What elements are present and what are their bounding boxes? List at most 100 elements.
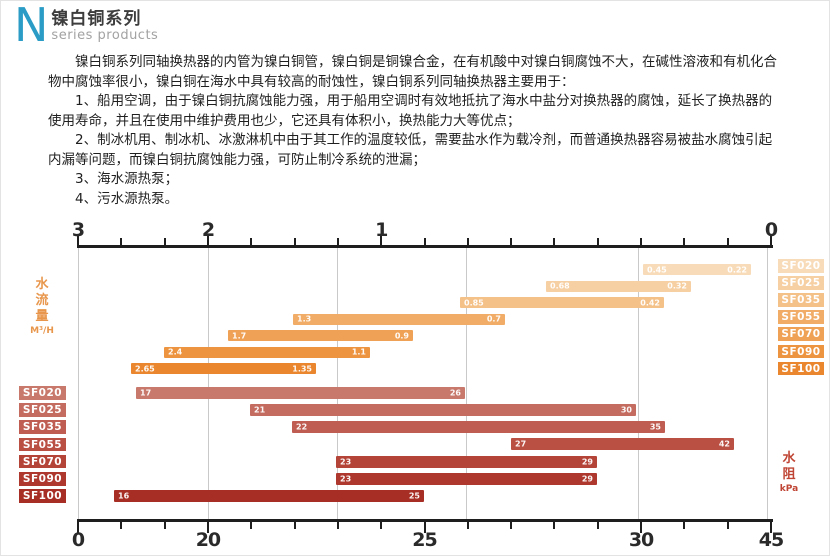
- chart-gridline: [78, 248, 79, 519]
- model-label-left-SF090: SF090: [19, 472, 66, 486]
- top-axis-label-2: 2: [201, 219, 215, 241]
- top-axis-tick: [553, 238, 556, 245]
- pressure-bar-SF035: 22 35: [292, 421, 665, 434]
- bottom-axis-tick: [510, 522, 513, 529]
- top-axis-tick: [770, 234, 772, 245]
- top-axis-tick: [640, 238, 643, 245]
- flow-bar-SF025: 0.68 0.32: [546, 280, 691, 292]
- bottom-axis-tick: [293, 522, 296, 529]
- pressure-bar-value-left: 22: [296, 422, 308, 432]
- flow-bar-value-left: 1.3: [297, 314, 312, 324]
- top-axis-tick: [423, 238, 426, 245]
- flow-bar-value-left: 0.68: [550, 281, 570, 291]
- bottom-axis-tick: [250, 522, 253, 529]
- pressure-bar-SF020: 17 26: [136, 387, 465, 399]
- pressure-bar-SF090: 23 29: [336, 472, 597, 485]
- model-label-left-SF055: SF055: [19, 437, 66, 452]
- pressure-bar-SF070: 23 29: [336, 455, 597, 468]
- intro-paragraph-3: 2、制冰机用、制冰机、冰激淋机中由于其工作的温度较低，需要盐水作为载冷剂，而普通…: [48, 132, 773, 168]
- right-axis-caption-char: 阻: [782, 467, 796, 482]
- model-label-right-SF090: SF090: [778, 344, 824, 358]
- header-titles: 镍白铜系列 series products: [51, 6, 158, 43]
- model-label-left-SF100: SF100: [19, 489, 66, 503]
- pressure-bar-value-right: 35: [649, 422, 661, 432]
- top-axis-tick: [466, 238, 469, 245]
- top-axis-tick: [596, 238, 599, 245]
- flow-bar-value-left: 0.85: [464, 298, 484, 307]
- intro-paragraph-1: 镍白铜系列同轴换热器的内管为镍白铜管，镍白铜是铜镍合金，在有机酸中对镍白铜腐蚀不…: [48, 54, 777, 90]
- top-axis-tick: [163, 238, 166, 245]
- flow-bar-value-right: 0.42: [640, 298, 660, 307]
- bottom-axis-tick: [553, 522, 556, 529]
- flow-bar-SF055: 1.3 0.7: [293, 313, 505, 325]
- bottom-axis-tick: [336, 522, 339, 529]
- right-axis-caption-unit: kPa: [779, 484, 799, 494]
- top-axis-tick: [250, 238, 253, 245]
- pressure-bar-value-right: 29: [581, 474, 593, 484]
- bottom-axis-label-45: 45: [758, 529, 784, 551]
- model-label-left-SF070: SF070: [19, 454, 66, 469]
- top-axis-tick: [380, 234, 383, 245]
- top-axis-tick: [510, 238, 513, 245]
- flow-bar-value-left: 2.4: [168, 347, 183, 357]
- top-axis-tick: [120, 238, 123, 245]
- top-axis-label-0: 0: [764, 219, 778, 241]
- bottom-axis-tick: [683, 522, 686, 529]
- pressure-bar-value-right: 29: [581, 457, 593, 467]
- flow-bar-value-left: 2.65: [135, 364, 155, 373]
- flow-bar-value-right: 0.22: [727, 265, 747, 274]
- bottom-axis-tick: [380, 522, 383, 529]
- brand-logo-n: N: [14, 0, 49, 52]
- pressure-bar-value-right: 42: [718, 439, 730, 449]
- bottom-axis-tick: [423, 522, 426, 533]
- left-axis-caption: 水流量 M³/H: [25, 277, 59, 336]
- top-axis-line: [77, 245, 773, 248]
- pressure-bar-value-left: 23: [340, 457, 352, 467]
- model-label-right-SF070: SF070: [778, 327, 824, 341]
- chart-gridline: [638, 248, 639, 519]
- flow-bar-SF035: 0.85 0.42: [460, 297, 664, 308]
- chart-gridline: [767, 248, 768, 519]
- top-axis-tick: [336, 238, 339, 245]
- bottom-axis-label-0: 0: [71, 529, 85, 551]
- chart-gridline: [337, 248, 338, 519]
- flow-bar-SF020: 0.45 0.22: [643, 264, 751, 275]
- top-axis-tick: [683, 238, 686, 245]
- flow-bar-SF070: 1.7 0.9: [228, 330, 413, 341]
- left-axis-caption-unit: M³/H: [30, 326, 54, 336]
- chart-gridline: [208, 248, 209, 519]
- pressure-bar-SF055: 27 42: [511, 438, 734, 451]
- flow-bar-value-right: 0.9: [394, 331, 409, 340]
- pressure-bar-value-left: 17: [140, 388, 152, 398]
- bottom-axis-tick: [77, 522, 79, 533]
- pressure-bar-value-right: 26: [449, 388, 461, 398]
- bottom-axis-tick: [726, 522, 729, 529]
- header: N 镍白铜系列 series products: [1, 1, 829, 48]
- page-subtitle: series products: [51, 28, 159, 43]
- pressure-bar-value-left: 23: [340, 474, 352, 484]
- intro-paragraph-2: 1、船用空调，由于镍白铜抗腐蚀能力强，用于船用空调时有效地抵抗了海水中盐分对换热…: [48, 93, 773, 129]
- bottom-axis-label-20: 20: [195, 529, 221, 551]
- model-label-right-SF100: SF100: [778, 361, 824, 376]
- flow-bar-value-left: 1.7: [232, 331, 247, 340]
- left-axis-caption-char: 水: [35, 277, 49, 292]
- model-label-right-SF020: SF020: [778, 259, 824, 273]
- left-axis-caption-char: 流: [35, 293, 49, 308]
- model-label-right-SF025: SF025: [778, 276, 824, 290]
- page-title: 镍白铜系列: [51, 9, 142, 29]
- bottom-axis-tick: [120, 522, 123, 529]
- flow-bar-SF100: 2.65 1.35: [131, 363, 316, 374]
- top-axis-tick: [206, 234, 209, 245]
- bottom-axis-tick: [466, 522, 469, 529]
- left-axis-caption-char: 量: [35, 309, 49, 324]
- pressure-bar-value-right: 30: [620, 405, 632, 415]
- bottom-axis-tick: [640, 522, 643, 533]
- bottom-axis-line: [77, 519, 773, 522]
- model-label-left-SF020: SF020: [19, 386, 66, 400]
- bottom-axis-label-25: 25: [412, 529, 437, 551]
- pressure-bar-value-left: 16: [118, 491, 130, 501]
- right-axis-caption-char: 水: [782, 451, 796, 466]
- chart-gridline: [466, 248, 467, 519]
- bottom-axis-label-30: 30: [628, 529, 654, 551]
